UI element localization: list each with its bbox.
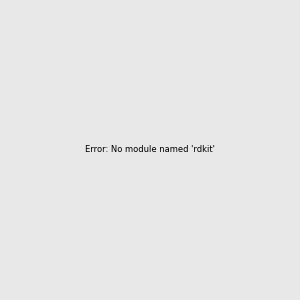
Text: Error: No module named 'rdkit': Error: No module named 'rdkit' [85, 146, 215, 154]
